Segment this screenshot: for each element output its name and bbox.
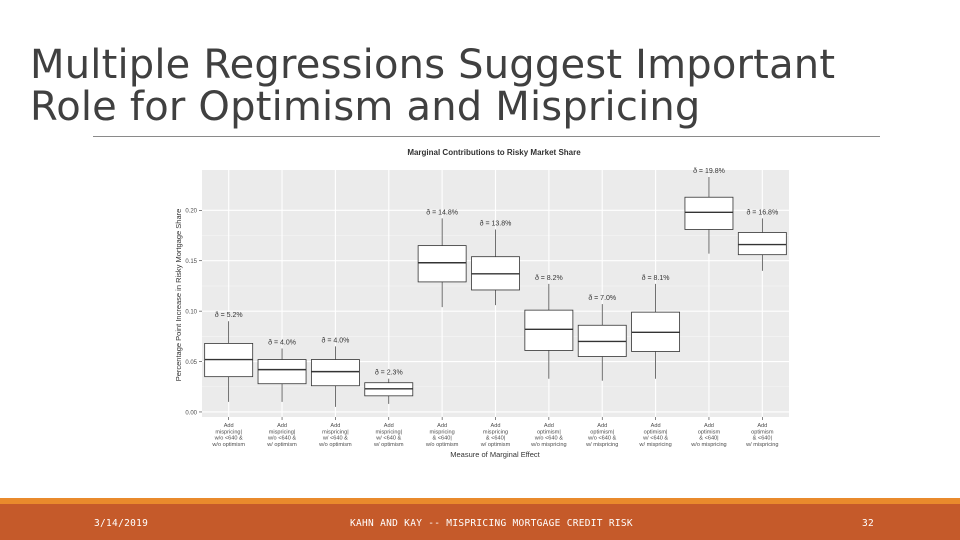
x-tick-label-line: w/ <640 & bbox=[642, 436, 668, 442]
box-annotation: ð = 16.8% bbox=[746, 208, 778, 216]
footer-date: 3/14/2019 bbox=[94, 518, 149, 529]
x-tick-label-line: Add bbox=[277, 423, 287, 429]
x-tick-label: Add optimism| w/o <640 & w/ mispricing bbox=[585, 423, 618, 448]
x-tick-label-line: optimism bbox=[751, 429, 774, 435]
box-iqr bbox=[417, 245, 467, 283]
y-tick-label: 0.15 bbox=[185, 259, 197, 265]
x-tick-label-line: Add bbox=[704, 423, 714, 429]
chart-title: Marginal Contributions to Risky Market S… bbox=[407, 148, 581, 157]
x-tick-label-line: w/ mispricing bbox=[638, 442, 671, 448]
x-tick-label: Add mispricing| w/o <640 & w/ optimism bbox=[266, 423, 297, 448]
y-axis: 0.00 0.05 0.10 0.15 0.20 bbox=[185, 209, 202, 416]
x-tick-label-line: w/ optimism bbox=[266, 442, 297, 448]
x-tick-label-line: optimism bbox=[698, 429, 721, 435]
slide-title-line-1: Multiple Regressions Suggest Important bbox=[30, 42, 836, 88]
x-tick-label-line: optimism| bbox=[590, 429, 614, 435]
x-tick-label: Add mispricing & <640| w/o optimism bbox=[425, 423, 459, 448]
y-tick-label: 0.10 bbox=[185, 309, 197, 315]
slide-title-line-2: Role for Optimism and Mispricing bbox=[30, 84, 701, 130]
x-tick-label-line: w/o optimism bbox=[318, 442, 352, 448]
box-annotation: ð = 13.8% bbox=[480, 219, 512, 227]
x-tick-label-line: mispricing| bbox=[215, 429, 242, 435]
x-tick-label-line: Add bbox=[330, 423, 340, 429]
x-tick-label: Add mispricing| w/ <640 & w/ optimism bbox=[373, 423, 404, 448]
x-tick-label-line: w/ mispricing bbox=[585, 442, 618, 448]
x-tick-label-line: & <640| bbox=[753, 436, 772, 442]
x-tick-label-line: & <640| bbox=[699, 436, 718, 442]
x-tick-label-line: Add bbox=[544, 423, 554, 429]
x-tick-label-line: w/ <640 & bbox=[322, 436, 348, 442]
box-annotation: ð = 2.3% bbox=[375, 369, 403, 377]
x-tick-label-line: w/ mispricing bbox=[745, 442, 778, 448]
x-tick-label: Add optimism & <640| w/o mispricing bbox=[690, 423, 726, 448]
x-tick-label-line: & <640| bbox=[432, 436, 451, 442]
box-iqr bbox=[737, 232, 787, 256]
x-tick-label-line: w/o mispricing bbox=[690, 442, 726, 448]
boxplot-chart: Marginal Contributions to Risky Market S… bbox=[174, 148, 789, 459]
footer-bar bbox=[0, 504, 960, 540]
box-annotation: ð = 19.8% bbox=[693, 167, 725, 175]
x-tick-label: Add mispricing| w/ <640 & w/o optimism bbox=[318, 423, 352, 448]
x-tick-label-line: mispricing| bbox=[269, 429, 296, 435]
x-tick-label: Add mispricing| w/o <640 & w/o optimism bbox=[211, 423, 245, 448]
x-tick-label-line: Add bbox=[384, 423, 394, 429]
box-annotation: ð = 5.2% bbox=[215, 311, 243, 319]
footer-page-number: 32 bbox=[862, 518, 875, 529]
slide-title: Multiple Regressions Suggest Important R… bbox=[30, 44, 930, 128]
x-tick-label-line: & <640| bbox=[486, 436, 505, 442]
x-tick-label-line: w/ optimism bbox=[373, 442, 404, 448]
footer-center-text: KAHN AND KAY -- MISPRICING MORTGAGE CRED… bbox=[350, 518, 633, 529]
x-tick-label-line: w/ <640 & bbox=[375, 436, 401, 442]
x-tick-label-line: Add bbox=[491, 423, 501, 429]
x-tick-label-line: Add bbox=[437, 423, 447, 429]
x-axis-label: Measure of Marginal Effect bbox=[450, 450, 540, 459]
x-tick-label: Add optimism| w/ <640 & w/ mispricing bbox=[638, 423, 671, 448]
x-tick-label-line: Add bbox=[224, 423, 234, 429]
box-annotation: ð = 8.2% bbox=[535, 274, 563, 282]
x-tick-label-line: mispricing bbox=[430, 429, 455, 435]
x-tick-label-line: w/o mispricing bbox=[530, 442, 566, 448]
x-tick-label-line: w/o optimism bbox=[425, 442, 459, 448]
x-tick-label-line: mispricing bbox=[483, 429, 508, 435]
x-tick-label-line: mispricing| bbox=[322, 429, 349, 435]
x-tick-label-line: w/o optimism bbox=[211, 442, 245, 448]
box-iqr bbox=[684, 196, 734, 230]
x-tick-label-line: mispricing| bbox=[375, 429, 402, 435]
y-axis-label: Percentage Point Increase in Risky Mortg… bbox=[174, 209, 183, 382]
x-tick-label-line: optimism| bbox=[537, 429, 561, 435]
x-tick-label-line: Add bbox=[651, 423, 661, 429]
title-divider bbox=[93, 136, 880, 137]
y-tick-label: 0.00 bbox=[185, 410, 197, 416]
y-tick-label: 0.20 bbox=[185, 209, 197, 215]
box-annotation: ð = 14.8% bbox=[426, 208, 458, 216]
boxes: ð = 5.2% ð = 4.0% ð = 4.0% ð = 2.3% ð = 14.8… bbox=[204, 167, 787, 407]
footer-accent-bar bbox=[0, 498, 960, 504]
box-iqr bbox=[524, 309, 574, 351]
x-tick-label-line: Add bbox=[597, 423, 607, 429]
x-tick-label-line: w/o <640 & bbox=[534, 436, 563, 442]
y-tick-label: 0.05 bbox=[185, 360, 197, 366]
x-tick-label-line: w/ optimism bbox=[480, 442, 511, 448]
x-tick-label: Add optimism & <640| w/ mispricing bbox=[745, 423, 778, 448]
x-tick-label: Add mispricing & <640| w/ optimism bbox=[480, 423, 511, 448]
box-annotation: ð = 8.1% bbox=[642, 274, 670, 282]
box-iqr bbox=[310, 359, 360, 387]
box-iqr bbox=[257, 359, 307, 385]
x-tick-label-line: Add bbox=[757, 423, 767, 429]
x-tick-label-line: w/o <640 & bbox=[267, 436, 296, 442]
x-tick-label-line: w/o <640 & bbox=[214, 436, 243, 442]
box-annotation: ð = 7.0% bbox=[588, 294, 616, 302]
box-annotation: ð = 4.0% bbox=[268, 338, 296, 346]
x-tick-label-line: w/o <640 & bbox=[587, 436, 616, 442]
box-annotation: ð = 4.0% bbox=[321, 336, 349, 344]
x-tick-label-line: optimism| bbox=[644, 429, 668, 435]
x-tick-label: Add optimism| w/o <640 & w/o mispricing bbox=[530, 423, 566, 448]
